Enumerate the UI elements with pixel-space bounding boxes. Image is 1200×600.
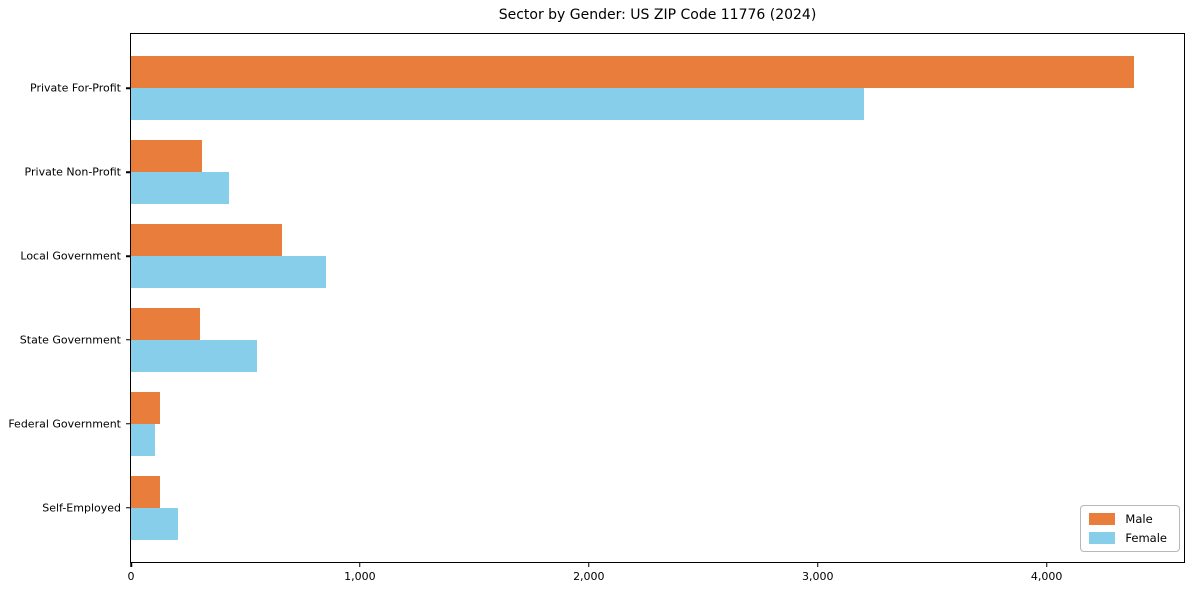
x-label-4000: 4,000 <box>1030 570 1063 583</box>
x-tick-4000 <box>1045 562 1048 567</box>
x-tick-0 <box>130 562 132 567</box>
x-label-2000: 2,000 <box>573 570 605 583</box>
legend: Male Female <box>1080 505 1180 552</box>
x-tick-2000 <box>588 562 590 567</box>
bar-female-federal-government <box>131 423 156 456</box>
female-swatch <box>1089 532 1116 544</box>
bar-male-local-government <box>131 224 283 257</box>
x-label-0: 0 <box>127 570 135 583</box>
bar-female-private-for-profit <box>131 88 864 121</box>
plot-area: Male Female Private For-Profit Private No… <box>8 33 1185 583</box>
y-tick-self-employed <box>126 506 131 509</box>
legend-label-female: Female <box>1125 531 1167 545</box>
y-label-private-for-profit: Private For-Profit <box>30 81 121 95</box>
y-label-local-government: Local Government <box>20 249 121 263</box>
y-tick-local-government <box>126 255 131 257</box>
y-tick-federal-government <box>126 422 131 425</box>
y-tick-private-for-profit <box>126 87 131 90</box>
bar-male-self-employed <box>131 475 160 508</box>
y-label-private-non-profit: Private Non-Profit <box>24 165 121 179</box>
bar-female-local-government <box>131 256 326 289</box>
legend-entry-female: Female <box>1089 531 1167 545</box>
bar-male-state-government <box>131 307 200 340</box>
x-tick-3000 <box>816 562 819 567</box>
bar-female-state-government <box>131 339 257 372</box>
y-tick-private-non-profit <box>126 171 131 174</box>
bar-female-self-employed <box>131 507 178 540</box>
bar-male-private-for-profit <box>131 56 1134 89</box>
x-tick-1000 <box>359 562 361 567</box>
bar-female-private-non-profit <box>131 172 230 205</box>
legend-label-male: Male <box>1125 512 1153 526</box>
y-label-self-employed: Self-Employed <box>42 501 121 515</box>
y-label-federal-government: Federal Government <box>8 417 121 431</box>
bar-male-private-non-profit <box>131 140 202 173</box>
y-tick-state-government <box>126 339 131 341</box>
x-label-1000: 1,000 <box>344 570 376 583</box>
chart-title: Sector by Gender: US ZIP Code 11776 (202… <box>498 7 817 23</box>
bar-male-federal-government <box>131 391 160 424</box>
male-swatch <box>1089 513 1116 525</box>
y-label-state-government: State Government <box>19 333 121 347</box>
x-label-3000: 3,000 <box>801 570 834 583</box>
legend-entry-male: Male <box>1089 512 1167 526</box>
